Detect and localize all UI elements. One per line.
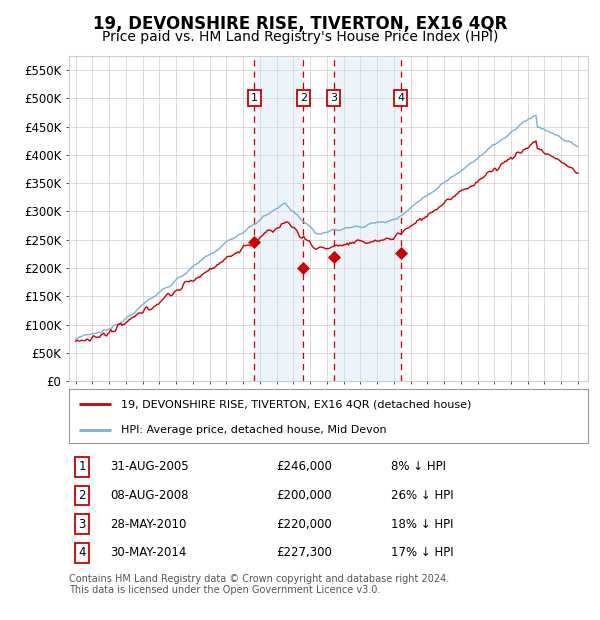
Text: Price paid vs. HM Land Registry's House Price Index (HPI): Price paid vs. HM Land Registry's House … (102, 30, 498, 44)
Text: 19, DEVONSHIRE RISE, TIVERTON, EX16 4QR (detached house): 19, DEVONSHIRE RISE, TIVERTON, EX16 4QR … (121, 399, 471, 409)
Text: 1: 1 (251, 93, 258, 104)
Text: 2: 2 (78, 489, 86, 502)
Bar (254, 56, 304, 381)
Text: HPI: Average price, detached house, Mid Devon: HPI: Average price, detached house, Mid … (121, 425, 386, 435)
Text: 26% ↓ HPI: 26% ↓ HPI (391, 489, 454, 502)
Text: £220,000: £220,000 (277, 518, 332, 531)
Text: 19, DEVONSHIRE RISE, TIVERTON, EX16 4QR: 19, DEVONSHIRE RISE, TIVERTON, EX16 4QR (93, 16, 507, 33)
Text: 30-MAY-2014: 30-MAY-2014 (110, 546, 187, 559)
Text: 31-AUG-2005: 31-AUG-2005 (110, 460, 189, 473)
Text: 4: 4 (78, 546, 86, 559)
Text: 4: 4 (397, 93, 404, 104)
Text: This data is licensed under the Open Government Licence v3.0.: This data is licensed under the Open Gov… (69, 585, 380, 595)
Text: 2: 2 (300, 93, 307, 104)
Text: 08-AUG-2008: 08-AUG-2008 (110, 489, 189, 502)
Text: 3: 3 (78, 518, 86, 531)
Text: £227,300: £227,300 (277, 546, 332, 559)
Text: 8% ↓ HPI: 8% ↓ HPI (391, 460, 446, 473)
Text: Contains HM Land Registry data © Crown copyright and database right 2024.: Contains HM Land Registry data © Crown c… (69, 574, 449, 583)
Text: 28-MAY-2010: 28-MAY-2010 (110, 518, 187, 531)
Text: 18% ↓ HPI: 18% ↓ HPI (391, 518, 453, 531)
Text: £200,000: £200,000 (277, 489, 332, 502)
Text: 17% ↓ HPI: 17% ↓ HPI (391, 546, 454, 559)
Text: 1: 1 (78, 460, 86, 473)
Text: £246,000: £246,000 (277, 460, 332, 473)
Text: 3: 3 (330, 93, 337, 104)
Bar (334, 56, 401, 381)
